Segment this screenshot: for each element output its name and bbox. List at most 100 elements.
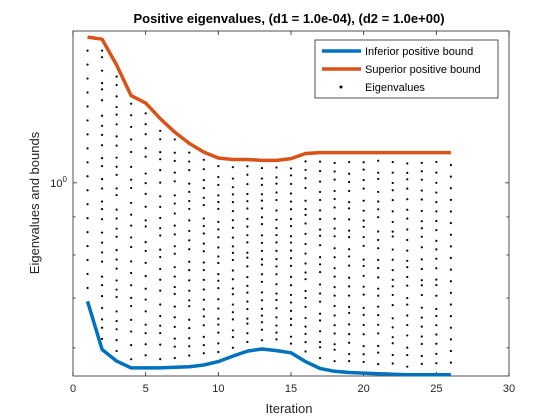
eigenvalue-point: [217, 194, 220, 197]
eigenvalue-point: [391, 248, 394, 251]
eigenvalue-point: [275, 283, 278, 286]
chart-title: Positive eigenvalues, (d1 = 1.0e-04), (d…: [133, 11, 444, 26]
eigenvalue-point: [289, 257, 293, 260]
series-eigenvalues: [86, 49, 452, 368]
eigenvalue-point: [86, 272, 89, 276]
eigenvalue-point: [406, 162, 409, 165]
eigenvalue-point: [260, 314, 264, 317]
eigenvalue-point: [173, 159, 176, 162]
eigenvalue-point: [217, 228, 220, 231]
eigenvalue-point: [115, 95, 118, 98]
eigenvalue-point: [333, 360, 336, 363]
eigenvalue-point: [188, 207, 191, 211]
eigenvalue-point: [246, 217, 249, 220]
eigenvalue-point: [318, 346, 322, 349]
eigenvalue-point: [449, 175, 452, 178]
eigenvalue-point: [275, 338, 278, 341]
eigenvalue-point: [391, 189, 394, 192]
eigenvalue-point: [202, 224, 205, 228]
eigenvalue-point: [130, 201, 133, 205]
eigenvalue-point: [202, 196, 205, 199]
eigenvalue-point: [115, 193, 118, 197]
eigenvalue-point: [289, 309, 293, 312]
eigenvalue-point: [86, 133, 89, 136]
eigenvalue-point: [377, 363, 380, 366]
eigenvalue-point: [333, 170, 336, 173]
eigenvalue-point: [391, 317, 394, 320]
eigenvalue-point: [202, 158, 205, 161]
eigenvalue-point: [406, 323, 409, 327]
eigenvalue-point: [391, 278, 394, 281]
eigenvalue-point: [260, 280, 264, 283]
eigenvalue-point: [130, 330, 133, 333]
eigenvalue-point: [260, 328, 264, 331]
eigenvalue-point: [246, 192, 249, 196]
eigenvalue-point: [231, 329, 234, 332]
eigenvalue-point: [86, 258, 89, 262]
eigenvalue-point: [173, 233, 176, 236]
eigenvalue-point: [115, 310, 118, 313]
eigenvalue-point: [304, 316, 307, 320]
eigenvalue-point: [304, 332, 307, 335]
eigenvalue-point: [304, 168, 307, 172]
axes: 0 5 10 15 20 25 30 100: [50, 30, 515, 395]
eigenvalue-point: [420, 189, 423, 192]
eigenvalue-point: [130, 138, 133, 141]
eigenvalue-point: [318, 330, 322, 333]
eigenvalue-point: [333, 314, 336, 317]
eigenvalue-point: [130, 304, 133, 308]
eigenvalue-point: [144, 343, 147, 346]
eigenvalue-point: [275, 218, 278, 221]
eigenvalue-point: [246, 251, 249, 254]
eigenvalue-point: [130, 213, 133, 216]
eigenvalue-point: [260, 193, 264, 196]
eigenvalue-point: [246, 234, 249, 237]
eigenvalue-point: [275, 331, 278, 334]
eigenvalue-point: [435, 171, 438, 174]
eigenvalue-point: [377, 332, 380, 335]
eigenvalue-point: [260, 166, 264, 170]
eigenvalue-point: [333, 348, 336, 351]
eigenvalue-point: [333, 206, 336, 209]
eigenvalue-point: [348, 323, 351, 326]
eigenvalue-point: [377, 177, 380, 181]
eigenvalue-point: [420, 220, 423, 223]
eigenvalue-point: [449, 187, 452, 190]
eigenvalue-point: [304, 232, 307, 235]
y-axis-label: Eigenvalues and bounds: [27, 131, 42, 274]
eigenvalue-point: [86, 231, 89, 234]
eigenvalue-point: [420, 342, 423, 346]
eigenvalue-point: [304, 213, 307, 216]
eigenvalue-point: [260, 199, 264, 202]
eigenvalue-point: [130, 343, 133, 347]
eigenvalue-point: [348, 172, 351, 175]
eigenvalue-point: [289, 192, 293, 195]
eigenvalue-point: [100, 164, 104, 168]
eigenvalue-point: [246, 291, 249, 294]
eigenvalue-point: [318, 198, 322, 202]
eigenvalue-point: [304, 186, 307, 190]
eigenvalue-point: [362, 306, 365, 309]
eigenvalue-point: [333, 294, 336, 297]
eigenvalue-point: [86, 91, 89, 94]
eigenvalue-point: [260, 234, 264, 237]
eigenvalue-point: [391, 285, 394, 288]
eigenvalue-point: [289, 342, 293, 345]
eigenvalue-point: [435, 294, 438, 297]
eigenvalue-point: [420, 178, 423, 181]
eigenvalue-point: [333, 343, 336, 346]
eigenvalue-point: [435, 307, 438, 311]
eigenvalue-point: [275, 307, 278, 310]
eigenvalue-point: [86, 147, 89, 150]
eigenvalue-point: [173, 151, 176, 154]
eigenvalue-point: [231, 209, 234, 213]
eigenvalue-point: [217, 220, 220, 223]
eigenvalue-point: [217, 200, 220, 204]
eigenvalue-point: [231, 303, 234, 306]
eigenvalue-point: [159, 303, 162, 306]
eigenvalue-point: [100, 283, 104, 287]
eigenvalue-point: [275, 316, 278, 319]
eigenvalue-point: [391, 326, 394, 329]
eigenvalue-point: [391, 160, 394, 164]
eigenvalue-point: [304, 350, 307, 353]
